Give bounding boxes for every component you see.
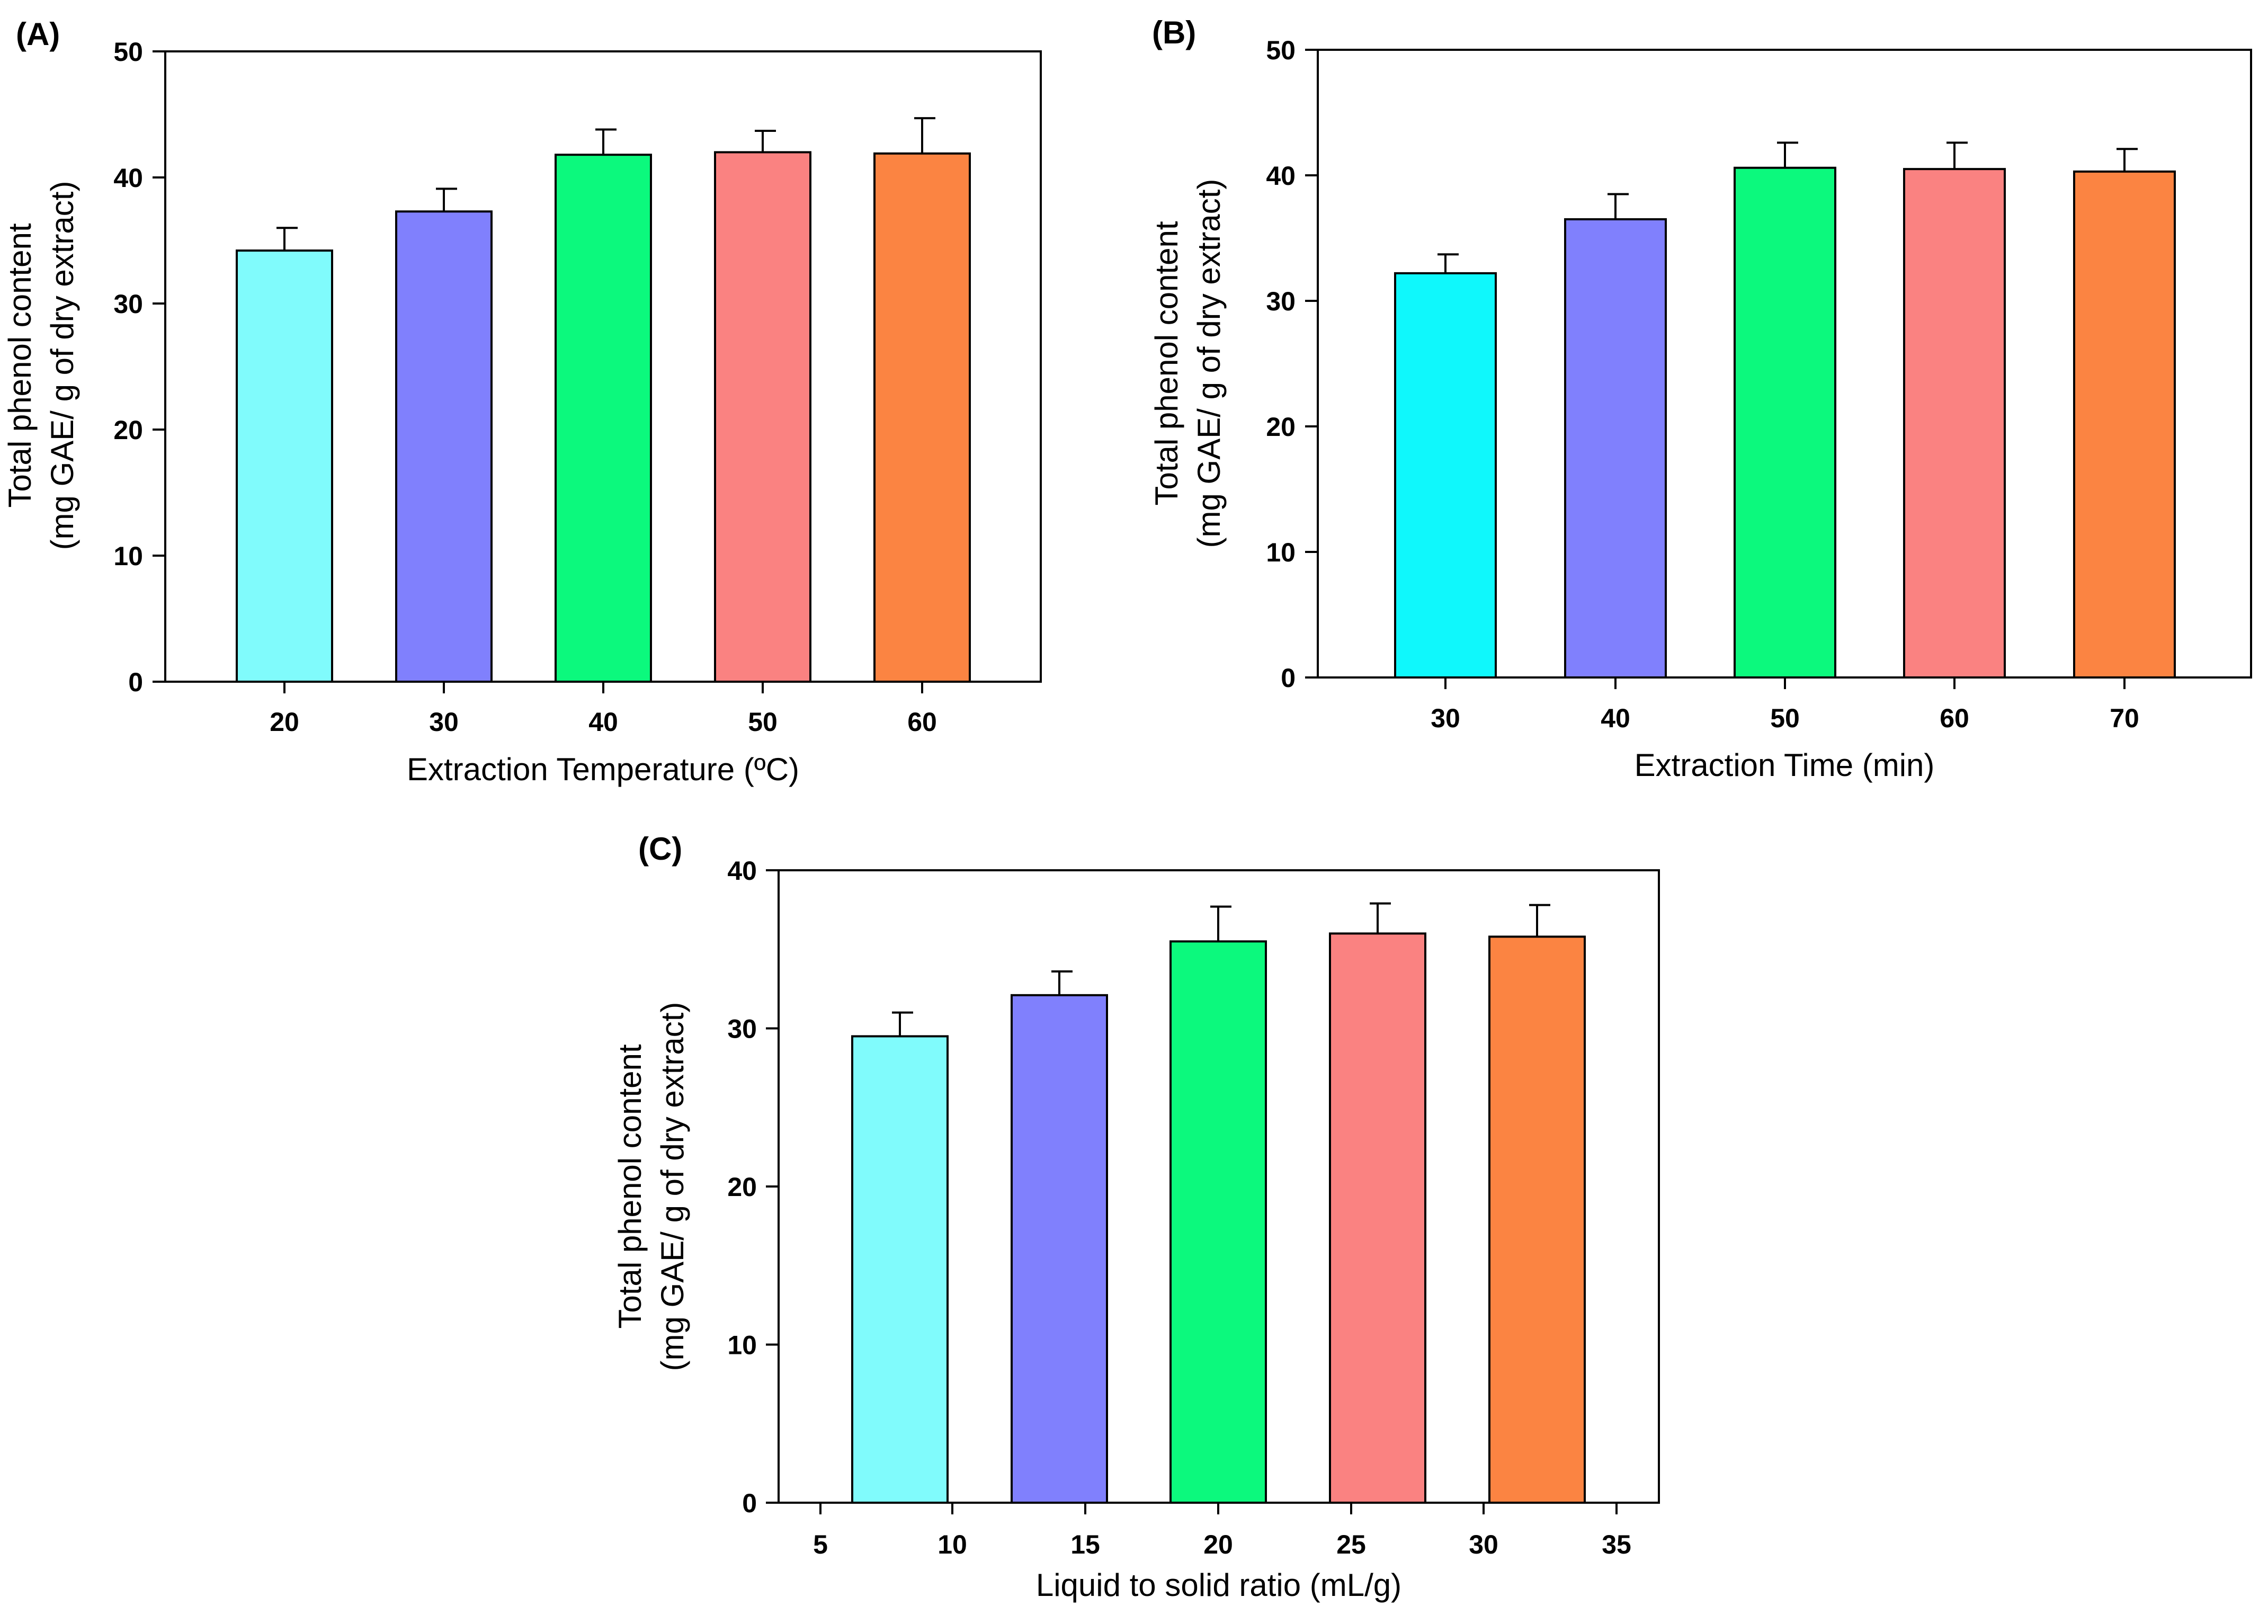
panel-a-x-tick-label: 60 bbox=[907, 707, 937, 737]
panel-b-label: (B) bbox=[1152, 15, 1196, 50]
panel-b-x-tick-label: 50 bbox=[1770, 703, 1800, 733]
panel-b-y-tick-label: 10 bbox=[1266, 538, 1296, 567]
panel-a-x-tick-label: 50 bbox=[748, 707, 778, 737]
panel-c-chart: (C) 0 10 20 30 40 5 10 15 20 25 30 35 Liquid to solid… bbox=[612, 831, 1660, 1603]
panel-c-bar bbox=[851, 1035, 949, 1504]
panel-a-bar bbox=[714, 151, 811, 683]
panel-a-y-axis-title: (mg GAE/ g of dry extract) bbox=[44, 181, 80, 550]
panel-a-y-tick-label: 10 bbox=[113, 541, 143, 571]
panel-c-y-tick-label: 30 bbox=[727, 1014, 757, 1044]
panel-c-y-tick-label: 0 bbox=[742, 1488, 757, 1518]
panel-b-bar bbox=[1564, 218, 1667, 679]
panel-a-label: (A) bbox=[16, 16, 60, 52]
panel-c-x-axis-title: Liquid to solid ratio (mL/g) bbox=[1036, 1567, 1401, 1603]
panel-a-bar bbox=[873, 152, 971, 683]
panel-a-x-tick-label: 20 bbox=[270, 707, 299, 737]
panel-b-x-tick-label: 60 bbox=[1940, 703, 1969, 733]
panel-c-bar bbox=[1488, 935, 1586, 1504]
panel-a-chart: (A) 0 10 20 30 40 50 20 30 40 50 60 Extraction Tempe… bbox=[2, 16, 1042, 787]
panel-a-y-tick-label: 30 bbox=[113, 289, 143, 319]
panel-b-bar bbox=[1734, 166, 1836, 679]
panel-b-y-axis-title: Total phenol content bbox=[1149, 221, 1184, 505]
panel-c-y-axis-title: Total phenol content bbox=[612, 1044, 648, 1328]
panel-a-y-tick-label: 40 bbox=[113, 163, 143, 193]
panel-b-y-tick-label: 40 bbox=[1266, 161, 1296, 191]
panel-c-y-axis-title: (mg GAE/ g of dry extract) bbox=[655, 1002, 690, 1371]
panel-c-bar bbox=[1169, 940, 1267, 1504]
panel-b-y-tick-label: 20 bbox=[1266, 412, 1296, 442]
panel-c-bar bbox=[1011, 994, 1108, 1504]
panel-a-x-tick-label: 30 bbox=[429, 707, 459, 737]
panel-a-bar bbox=[555, 154, 652, 683]
panel-c-x-tick-label: 10 bbox=[937, 1530, 967, 1559]
panel-c-x-tick-label: 35 bbox=[1602, 1530, 1631, 1559]
panel-c-x-tick-label: 25 bbox=[1336, 1530, 1366, 1559]
panel-b-chart: (B) 0 10 20 30 40 50 30 40 50 60 70 Extraction Time … bbox=[1149, 15, 2252, 783]
panel-b-bar bbox=[1394, 272, 1497, 679]
panel-b-x-tick-label: 30 bbox=[1431, 703, 1460, 733]
panel-a-y-axis-title: Total phenol content bbox=[2, 223, 38, 507]
panel-a-bar bbox=[236, 249, 333, 683]
panel-c-x-tick-label: 5 bbox=[813, 1530, 828, 1559]
panel-b-y-axis-title: (mg GAE/ g of dry extract) bbox=[1191, 179, 1227, 548]
panel-b-x-tick-label: 70 bbox=[2110, 703, 2139, 733]
panel-c-bar bbox=[1329, 932, 1426, 1504]
panel-c-x-tick-label: 30 bbox=[1469, 1530, 1498, 1559]
panel-c-x-tick-label: 15 bbox=[1070, 1530, 1100, 1559]
panel-c-x-tick-label: 20 bbox=[1203, 1530, 1233, 1559]
panel-a-y-tick-label: 50 bbox=[113, 37, 143, 67]
panel-c-label: (C) bbox=[638, 831, 682, 867]
panel-b-y-tick-label: 0 bbox=[1281, 663, 1296, 693]
panel-b-bar bbox=[1903, 168, 2006, 679]
panel-a-y-tick-label: 0 bbox=[128, 667, 143, 697]
panel-b-y-tick-label: 30 bbox=[1266, 287, 1296, 316]
panel-c-y-tick-label: 20 bbox=[727, 1172, 757, 1202]
panel-b-bar bbox=[2073, 170, 2176, 679]
panel-a-bar bbox=[395, 210, 493, 683]
panel-a-y-tick-label: 20 bbox=[113, 415, 143, 445]
panel-a-x-tick-label: 40 bbox=[588, 707, 618, 737]
panel-c-y-tick-label: 40 bbox=[727, 856, 757, 886]
panel-a-x-axis-title: Extraction Temperature (ºC) bbox=[407, 752, 799, 787]
panel-c-y-tick-label: 10 bbox=[727, 1331, 757, 1360]
panel-b-x-tick-label: 40 bbox=[1601, 703, 1630, 733]
panel-b-y-tick-label: 50 bbox=[1266, 35, 1296, 65]
panel-b-x-axis-title: Extraction Time (min) bbox=[1635, 747, 1935, 783]
